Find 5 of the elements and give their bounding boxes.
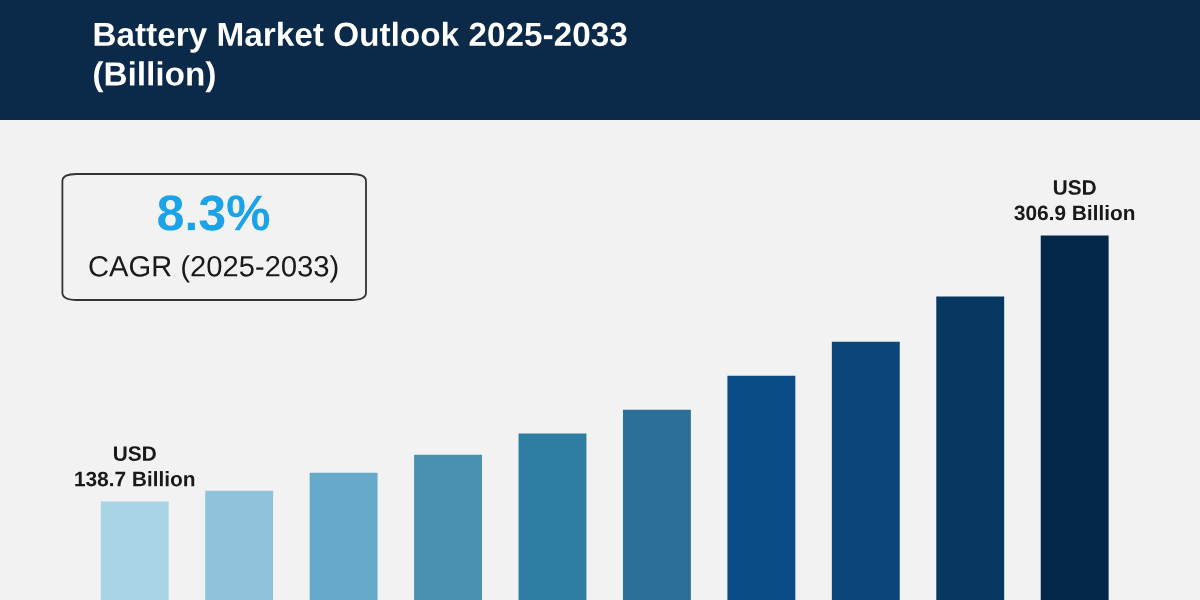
text: 8.3%: [158, 195, 270, 231]
data-label: USD 306.9 Billion: [1014, 180, 1135, 221]
data-label: USD 138.7 Billion: [75, 446, 195, 487]
annotation: CAGR (2025-2033): [89, 255, 338, 283]
chart-title: Battery Market Outlook 2025-2033 (Billion): [94, 21, 627, 93]
